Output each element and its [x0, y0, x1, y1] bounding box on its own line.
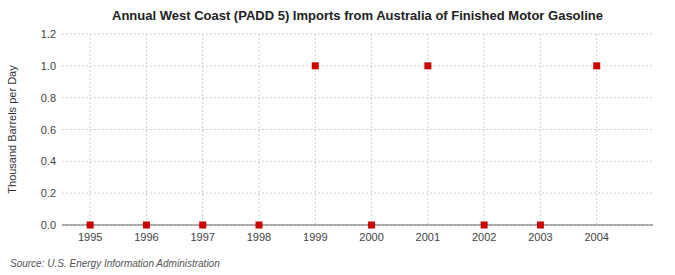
y-grid-line [62, 129, 653, 130]
x-tick-label: 2000 [359, 231, 383, 243]
y-tick-label: 0.8 [41, 92, 56, 104]
x-tick-label: 1999 [303, 231, 327, 243]
x-axis-line [62, 225, 653, 226]
x-tick-label: 2002 [472, 231, 496, 243]
chart-container: Annual West Coast (PADD 5) Imports from … [0, 0, 675, 275]
y-tick-label: 0.0 [41, 219, 56, 231]
y-grid-line [62, 193, 653, 194]
point [256, 222, 263, 229]
points [87, 62, 601, 228]
y-grid-line [62, 225, 653, 226]
x-grid-line [259, 34, 260, 225]
y-grid-line [62, 65, 653, 66]
point [424, 62, 431, 69]
y-tick-label: 0.2 [41, 187, 56, 199]
y-tick-label: 0.4 [41, 155, 56, 167]
point [481, 222, 488, 229]
point [199, 222, 206, 229]
point [537, 222, 544, 229]
x-tick-label: 1995 [78, 231, 102, 243]
point [143, 222, 150, 229]
chart-svg: Annual West Coast (PADD 5) Imports from … [0, 0, 675, 275]
x-tick-label: 2003 [528, 231, 552, 243]
y-axis-label: Thousand Barrels per Day [6, 65, 18, 194]
y-grid-line [62, 97, 653, 98]
x-grid-line [371, 34, 372, 225]
x-grid-line [484, 34, 485, 225]
x-grid-line [540, 34, 541, 225]
axes: 0.0 0.2 0.4 0.6 0.8 1.0 1.2 1995 1996 1997 1998 199… [41, 28, 653, 243]
x-tick-label: 2001 [416, 231, 440, 243]
x-tick-label: 1997 [190, 231, 214, 243]
y-tick-label: 1.2 [41, 28, 56, 40]
x-tick-label: 2004 [584, 231, 608, 243]
x-grid-line [202, 34, 203, 225]
point [87, 222, 94, 229]
x-grid-line [90, 34, 91, 225]
grid [62, 34, 653, 225]
x-grid-line [146, 34, 147, 225]
point [593, 62, 600, 69]
y-grid-line [62, 161, 653, 162]
x-tick-label: 1996 [134, 231, 158, 243]
title: Annual West Coast (PADD 5) Imports from … [112, 8, 603, 23]
x-tick-label: 1998 [247, 231, 271, 243]
point [368, 222, 375, 229]
y-tick-label: 0.6 [41, 124, 56, 136]
y-tick-label: 1.0 [41, 60, 56, 72]
point [312, 62, 319, 69]
y-grid-line [62, 34, 653, 35]
source-annotation: Source: U.S. Energy Information Administ… [10, 258, 220, 269]
